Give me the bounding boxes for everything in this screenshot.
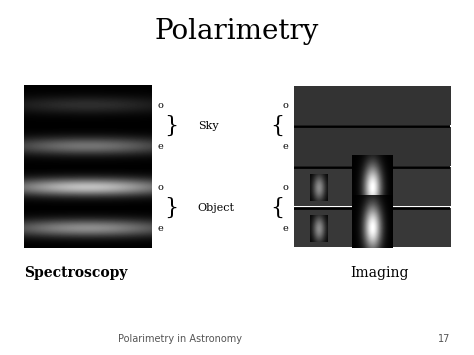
Text: e: e <box>283 142 288 151</box>
Text: Polarimetry in Astronomy: Polarimetry in Astronomy <box>118 334 242 344</box>
Text: 17: 17 <box>438 334 450 344</box>
Text: Sky: Sky <box>198 121 219 131</box>
Text: }: } <box>164 197 179 219</box>
Text: Polarimetry: Polarimetry <box>155 18 319 45</box>
Text: {: { <box>270 115 284 137</box>
Text: Object: Object <box>198 203 235 213</box>
Text: {: { <box>270 197 284 219</box>
Text: o: o <box>157 183 163 192</box>
Text: Spectroscopy: Spectroscopy <box>24 266 127 280</box>
Text: e: e <box>157 142 163 151</box>
Text: o: o <box>157 101 163 110</box>
Text: o: o <box>283 101 288 110</box>
Text: e: e <box>157 224 163 233</box>
Text: }: } <box>164 115 179 137</box>
Text: Imaging: Imaging <box>351 266 409 280</box>
Text: e: e <box>283 224 288 233</box>
Text: o: o <box>283 183 288 192</box>
